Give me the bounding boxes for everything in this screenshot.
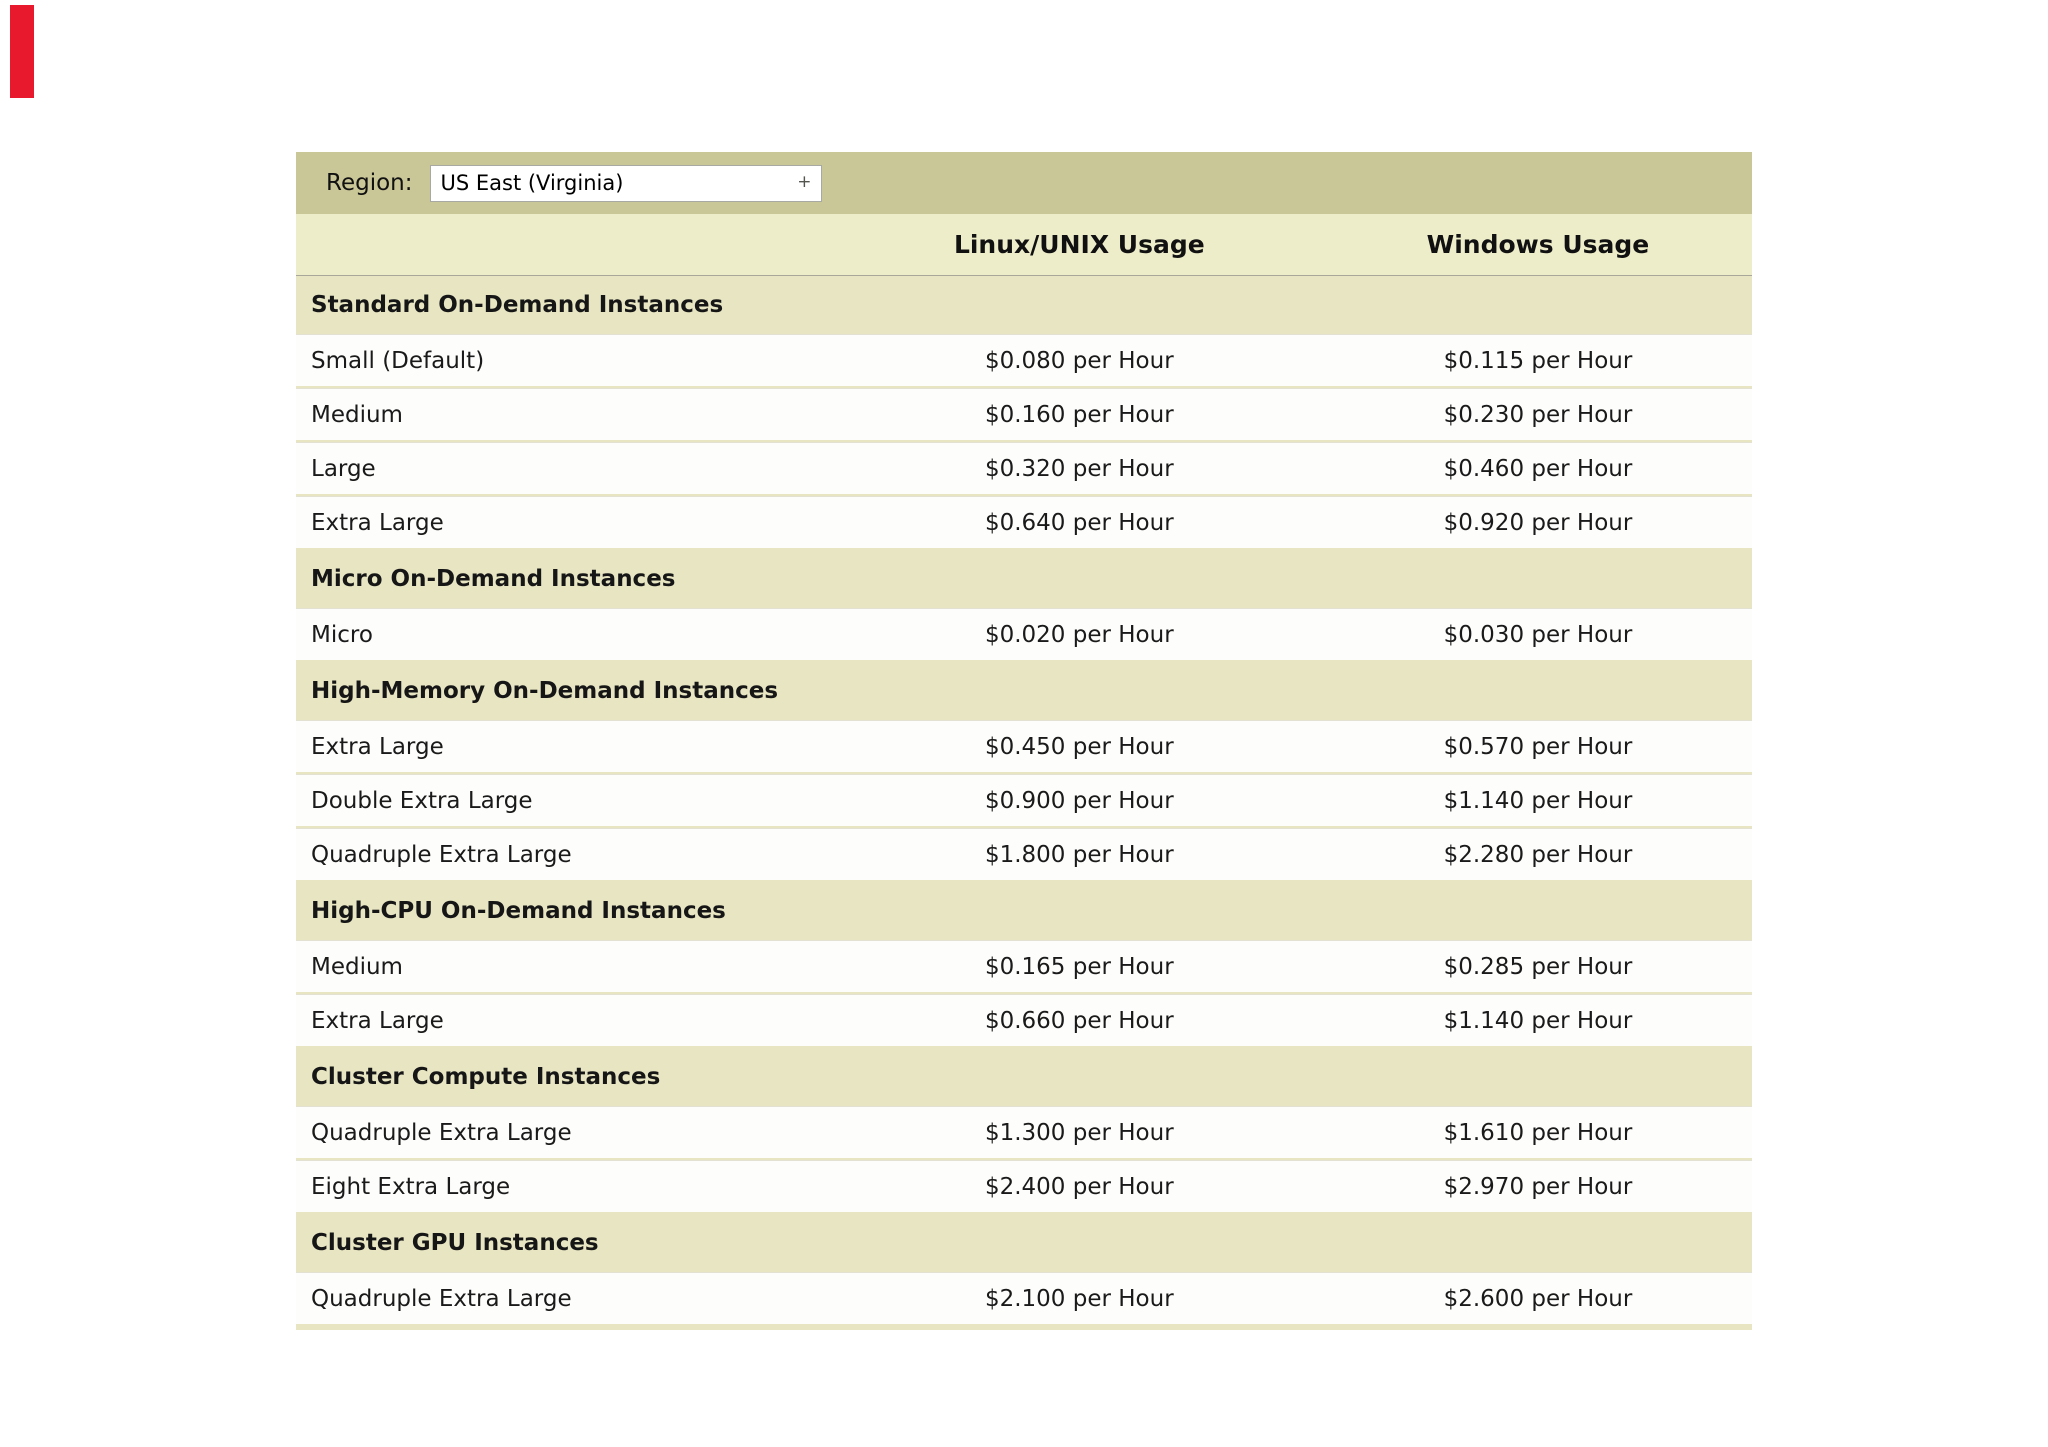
instance-name-cell: Extra Large <box>311 733 444 760</box>
table-row: Eight Extra Large $2.400 per Hour $2.970… <box>296 1160 1752 1212</box>
section-rows: Extra Large $0.450 per Hour $0.570 per H… <box>296 720 1752 880</box>
section-title: Standard On-Demand Instances <box>311 292 724 318</box>
windows-price-cell: $1.610 per Hour <box>1443 1119 1633 1146</box>
column-header-row: Linux/UNIX Usage Windows Usage <box>296 214 1752 276</box>
table-row: Quadruple Extra Large $1.300 per Hour $1… <box>296 1106 1752 1158</box>
section-title: High-Memory On-Demand Instances <box>311 678 779 704</box>
region-select[interactable]: US East (Virginia) + <box>429 164 822 202</box>
instance-name-cell: Medium <box>311 953 403 980</box>
linux-price-cell: $1.300 per Hour <box>984 1119 1174 1146</box>
region-label: Region: <box>326 170 413 196</box>
instance-name-cell: Small (Default) <box>311 347 485 374</box>
instance-name-cell: Eight Extra Large <box>311 1173 511 1200</box>
instance-name-cell: Quadruple Extra Large <box>311 1285 572 1312</box>
section-title: Cluster GPU Instances <box>311 1230 599 1256</box>
instance-name-cell: Micro <box>311 621 373 648</box>
section-title: Micro On-Demand Instances <box>311 566 676 592</box>
instance-name-cell: Medium <box>311 401 403 428</box>
table-row: Extra Large $0.640 per Hour $0.920 per H… <box>296 496 1752 548</box>
linux-price-cell: $0.320 per Hour <box>984 455 1174 482</box>
linux-price-cell: $0.020 per Hour <box>984 621 1174 648</box>
table-section: Cluster GPU Instances Quadruple Extra La… <box>296 1214 1752 1324</box>
section-header: Standard On-Demand Instances <box>296 276 1752 334</box>
column-header-linux: Linux/UNIX Usage <box>953 230 1205 259</box>
section-header: High-Memory On-Demand Instances <box>296 662 1752 720</box>
windows-price-cell: $1.140 per Hour <box>1443 787 1633 814</box>
linux-price-cell: $2.400 per Hour <box>984 1173 1174 1200</box>
section-rows: Small (Default) $0.080 per Hour $0.115 p… <box>296 334 1752 548</box>
table-row: Small (Default) $0.080 per Hour $0.115 p… <box>296 334 1752 386</box>
section-title: High-CPU On-Demand Instances <box>311 898 726 924</box>
linux-price-cell: $0.165 per Hour <box>984 953 1174 980</box>
section-title: Cluster Compute Instances <box>311 1064 661 1090</box>
table-section: High-Memory On-Demand Instances Extra La… <box>296 662 1752 880</box>
select-arrows-icon: + <box>797 172 812 193</box>
section-rows: Quadruple Extra Large $2.100 per Hour $2… <box>296 1272 1752 1324</box>
windows-price-cell: $2.280 per Hour <box>1443 841 1633 868</box>
windows-price-cell: $2.970 per Hour <box>1443 1173 1633 1200</box>
table-row: Medium $0.165 per Hour $0.285 per Hour <box>296 940 1752 992</box>
linux-price-cell: $0.450 per Hour <box>984 733 1174 760</box>
table-section: Cluster Compute Instances Quadruple Extr… <box>296 1048 1752 1212</box>
table-section: High-CPU On-Demand Instances Medium $0.1… <box>296 882 1752 1046</box>
section-rows: Medium $0.165 per Hour $0.285 per Hour E… <box>296 940 1752 1046</box>
table-row: Quadruple Extra Large $1.800 per Hour $2… <box>296 828 1752 880</box>
table-row: Large $0.320 per Hour $0.460 per Hour <box>296 442 1752 494</box>
table-row: Medium $0.160 per Hour $0.230 per Hour <box>296 388 1752 440</box>
table-section: Standard On-Demand Instances Small (Defa… <box>296 276 1752 548</box>
section-rows: Quadruple Extra Large $1.300 per Hour $1… <box>296 1106 1752 1212</box>
section-header: Cluster Compute Instances <box>296 1048 1752 1106</box>
region-bar: Region: US East (Virginia) + <box>296 152 1752 214</box>
pricing-table: Region: US East (Virginia) + Linux/UNIX … <box>296 152 1752 1330</box>
column-header-windows: Windows Usage <box>1426 230 1650 259</box>
instance-name-cell: Quadruple Extra Large <box>311 1119 572 1146</box>
red-marker <box>10 5 34 98</box>
instance-name-cell: Extra Large <box>311 509 444 536</box>
windows-price-cell: $0.570 per Hour <box>1443 733 1633 760</box>
windows-price-cell: $2.600 per Hour <box>1443 1285 1633 1312</box>
table-body: Standard On-Demand Instances Small (Defa… <box>296 276 1752 1324</box>
instance-name-cell: Quadruple Extra Large <box>311 841 572 868</box>
windows-price-cell: $0.285 per Hour <box>1443 953 1633 980</box>
linux-price-cell: $0.900 per Hour <box>984 787 1174 814</box>
instance-name-cell: Large <box>311 455 376 482</box>
linux-price-cell: $0.080 per Hour <box>984 347 1174 374</box>
linux-price-cell: $0.660 per Hour <box>984 1007 1174 1034</box>
windows-price-cell: $0.115 per Hour <box>1443 347 1633 374</box>
linux-price-cell: $0.640 per Hour <box>984 509 1174 536</box>
section-header: Micro On-Demand Instances <box>296 550 1752 608</box>
table-section: Micro On-Demand Instances Micro $0.020 p… <box>296 550 1752 660</box>
table-row: Double Extra Large $0.900 per Hour $1.14… <box>296 774 1752 826</box>
linux-price-cell: $2.100 per Hour <box>984 1285 1174 1312</box>
table-row: Quadruple Extra Large $2.100 per Hour $2… <box>296 1272 1752 1324</box>
section-header: Cluster GPU Instances <box>296 1214 1752 1272</box>
table-row: Extra Large $0.660 per Hour $1.140 per H… <box>296 994 1752 1046</box>
section-rows: Micro $0.020 per Hour $0.030 per Hour <box>296 608 1752 660</box>
instance-name-cell: Extra Large <box>311 1007 444 1034</box>
windows-price-cell: $0.920 per Hour <box>1443 509 1633 536</box>
table-row: Micro $0.020 per Hour $0.030 per Hour <box>296 608 1752 660</box>
region-select-value: US East (Virginia) <box>440 171 624 195</box>
linux-price-cell: $1.800 per Hour <box>984 841 1174 868</box>
windows-price-cell: $0.460 per Hour <box>1443 455 1633 482</box>
table-row: Extra Large $0.450 per Hour $0.570 per H… <box>296 720 1752 772</box>
windows-price-cell: $1.140 per Hour <box>1443 1007 1633 1034</box>
section-header: High-CPU On-Demand Instances <box>296 882 1752 940</box>
windows-price-cell: $0.030 per Hour <box>1443 621 1633 648</box>
windows-price-cell: $0.230 per Hour <box>1443 401 1633 428</box>
linux-price-cell: $0.160 per Hour <box>984 401 1174 428</box>
instance-name-cell: Double Extra Large <box>311 787 533 814</box>
